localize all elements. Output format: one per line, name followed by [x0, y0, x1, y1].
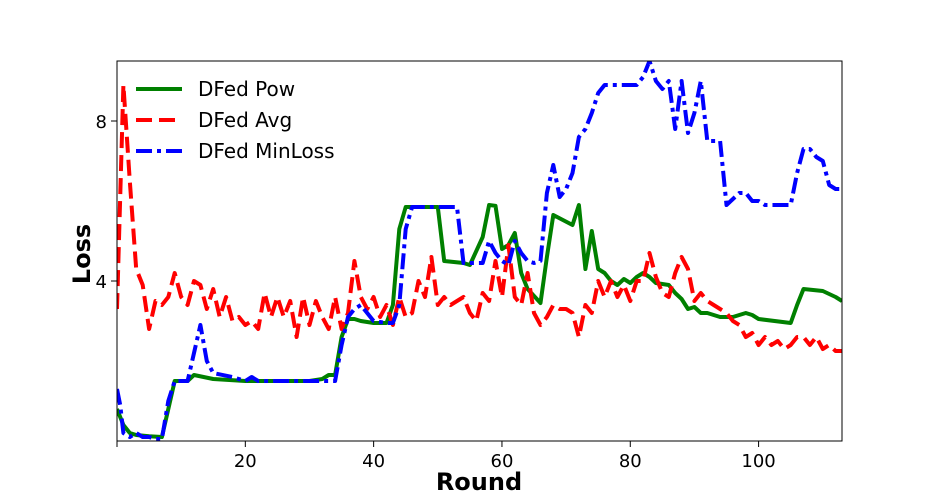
legend-label: DFed Avg [198, 108, 292, 132]
y-tick-label: 4 [96, 272, 107, 293]
x-axis-title: Round [436, 468, 522, 496]
x-tick-label: 40 [362, 451, 385, 472]
y-axis-title: Loss [68, 224, 96, 284]
legend-label: DFed MinLoss [198, 139, 335, 163]
plot-area-frame [116, 60, 843, 442]
series-line-dfed-minloss [117, 61, 842, 441]
x-tick-label: 20 [234, 451, 257, 472]
y-tick-label: 8 [96, 112, 107, 133]
legend: DFed Pow DFed Avg DFed MinLoss [136, 77, 335, 163]
x-tick-label: 100 [741, 451, 775, 472]
x-tick-label: 60 [491, 451, 514, 472]
series-line-dfed-avg [117, 83, 842, 353]
legend-label: DFed Pow [198, 77, 295, 101]
x-tick-label: 80 [619, 451, 642, 472]
